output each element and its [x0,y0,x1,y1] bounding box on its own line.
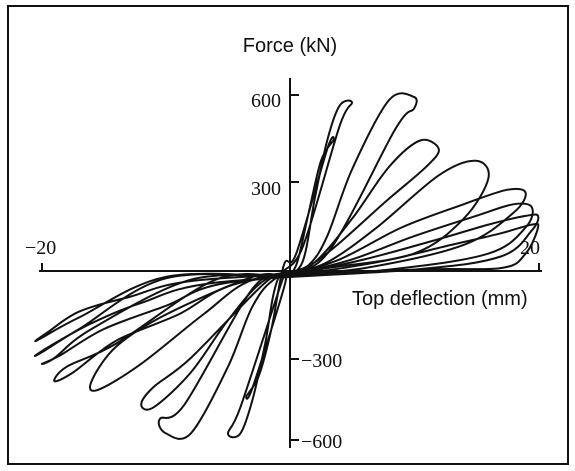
hysteresis-loop-7 [40,202,534,365]
x-axis-title: Top deflection (mm) [352,288,528,310]
y-tick-label-neg600: −600 [301,431,342,453]
hysteresis-chart: Force (kN) Top deflection (mm) −20 20 60… [25,35,542,453]
y-axis-title: Force (kN) [243,35,337,57]
hysteresis-loop-5 [89,159,490,392]
hysteresis-loop-8 [33,213,540,358]
hysteresis-loop-9 [34,222,540,343]
hysteresis-curves [33,92,540,440]
y-tick-label-300: 300 [251,178,281,200]
hysteresis-loop-1 [245,136,335,400]
y-tick-label-600: 600 [251,90,281,112]
x-tick-label-20: 20 [520,237,540,259]
x-tick-label-neg20: −20 [25,237,56,259]
y-tick-label-neg300: −300 [301,350,342,372]
chart-frame: Force (kN) Top deflection (mm) −20 20 60… [7,5,569,465]
